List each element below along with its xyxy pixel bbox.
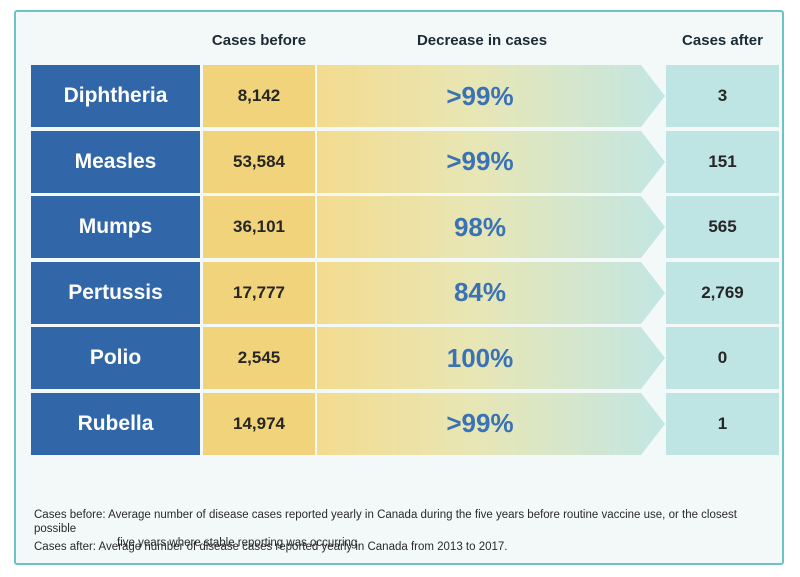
footnote-cases-before: Cases before: Average number of disease …: [34, 508, 774, 550]
header-cases-after: Cases after: [682, 32, 763, 49]
cases-before-cell: 53,584: [203, 130, 315, 193]
decrease-arrow: [317, 261, 665, 324]
table-row: Measles 53,584 >99% 151: [31, 130, 779, 193]
decrease-arrow: [317, 392, 665, 455]
decrease-value: 84%: [453, 277, 507, 307]
footnote-cases-after: Cases after: Average number of disease c…: [34, 541, 508, 553]
decrease-arrow: [317, 196, 665, 258]
decrease-cell: >99%: [317, 392, 667, 455]
decrease-cell: >99%: [317, 65, 667, 127]
cases-after-cell: 565: [666, 196, 779, 258]
cases-after-cell: 0: [666, 327, 779, 389]
decrease-value: >99%: [446, 80, 514, 111]
cases-before-cell: 17,777: [203, 261, 315, 324]
table-row: Polio 2,545 100% 0: [31, 327, 779, 389]
disease-cell: Polio: [31, 327, 200, 389]
cases-after-cell: 151: [666, 130, 779, 193]
disease-cell: Mumps: [31, 196, 200, 258]
header-decrease: Decrease in cases: [416, 32, 548, 49]
table-row: Diphtheria 8,142 >99% 3: [31, 65, 779, 127]
decrease-cell: 84%: [317, 261, 667, 324]
decrease-value: >99%: [446, 146, 514, 176]
cases-before-cell: 8,142: [203, 65, 315, 127]
table-row: Mumps 36,101 98% 565: [31, 196, 779, 258]
decrease-cell: >99%: [317, 130, 667, 193]
decrease-arrow: [317, 327, 665, 389]
disease-cell: Diphtheria: [31, 65, 200, 127]
decrease-value: >99%: [446, 408, 514, 438]
footnote-before-line1: Cases before: Average number of disease …: [34, 509, 737, 535]
header-cases-before: Cases before: [211, 32, 307, 49]
disease-cell: Pertussis: [31, 261, 200, 324]
decrease-value: 98%: [453, 211, 507, 242]
disease-cell: Rubella: [31, 392, 200, 455]
cases-after-cell: 3: [666, 65, 779, 127]
cases-before-cell: 14,974: [203, 392, 315, 455]
cases-after-cell: 2,769: [666, 261, 779, 324]
decrease-arrow: [317, 65, 665, 127]
decrease-arrow: [317, 130, 665, 193]
table-row: Pertussis 17,777 84% 2,769: [31, 261, 779, 324]
decrease-value: 100%: [446, 342, 514, 373]
cases-before-cell: 36,101: [203, 196, 315, 258]
cases-before-cell: 2,545: [203, 327, 315, 389]
disease-cell: Measles: [31, 130, 200, 193]
decrease-cell: 98%: [317, 196, 667, 258]
footnote-before-line2: five years where stable reporting was oc…: [117, 537, 361, 549]
cases-after-cell: 1: [666, 392, 779, 455]
decrease-cell: 100%: [317, 327, 667, 389]
table-row: Rubella 14,974 >99% 1: [31, 392, 779, 455]
